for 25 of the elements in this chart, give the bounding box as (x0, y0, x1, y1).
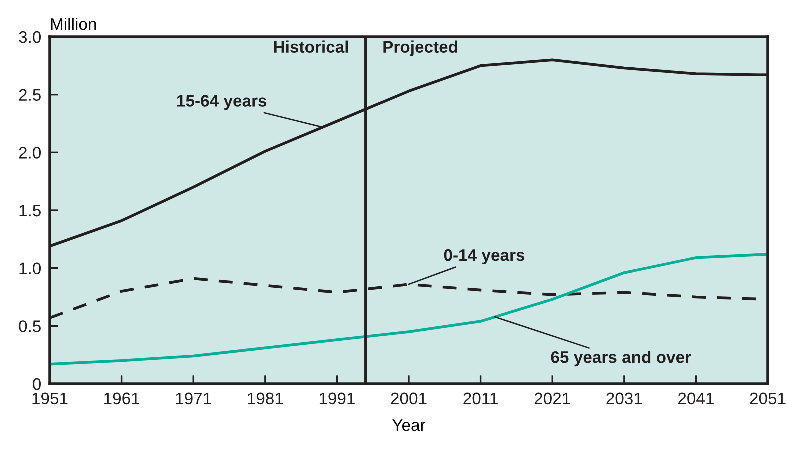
x-tick-label: 2011 (464, 392, 498, 405)
y-tick-label: 0 (33, 378, 42, 390)
series-label: 0-14 years (444, 249, 525, 265)
annotation: Historical (274, 40, 348, 54)
x-tick-label: 1951 (32, 392, 68, 405)
x-tick-label: 2051 (750, 392, 786, 405)
annotation: Projected (384, 40, 458, 56)
x-tick-label: 2001 (391, 392, 427, 405)
text: 15-64 years (178, 95, 267, 110)
x-tick-label: 1991 (320, 392, 355, 405)
x-tick-label: 1971 (176, 392, 212, 405)
x-tick-label: 2031 (606, 392, 642, 405)
x-tick-label: 1961 (104, 392, 140, 405)
y-tick-label: 1.5 (20, 205, 41, 217)
y-tick-label: 3.0 (19, 31, 42, 44)
x-tick-label: 2021 (534, 392, 570, 405)
text: 65 years and over (551, 351, 692, 367)
x-tick-label: 2041 (678, 392, 714, 405)
y-axis-title: Million (51, 18, 96, 30)
y-tick-label: 0.5 (19, 320, 41, 332)
y-tick-label: 2.5 (19, 89, 41, 102)
x-axis-title: Year (392, 420, 426, 432)
y-tick-label: 2.0 (19, 147, 42, 159)
y-tick-label: 1.0 (20, 262, 42, 275)
x-tick-label: 1981 (248, 392, 284, 405)
